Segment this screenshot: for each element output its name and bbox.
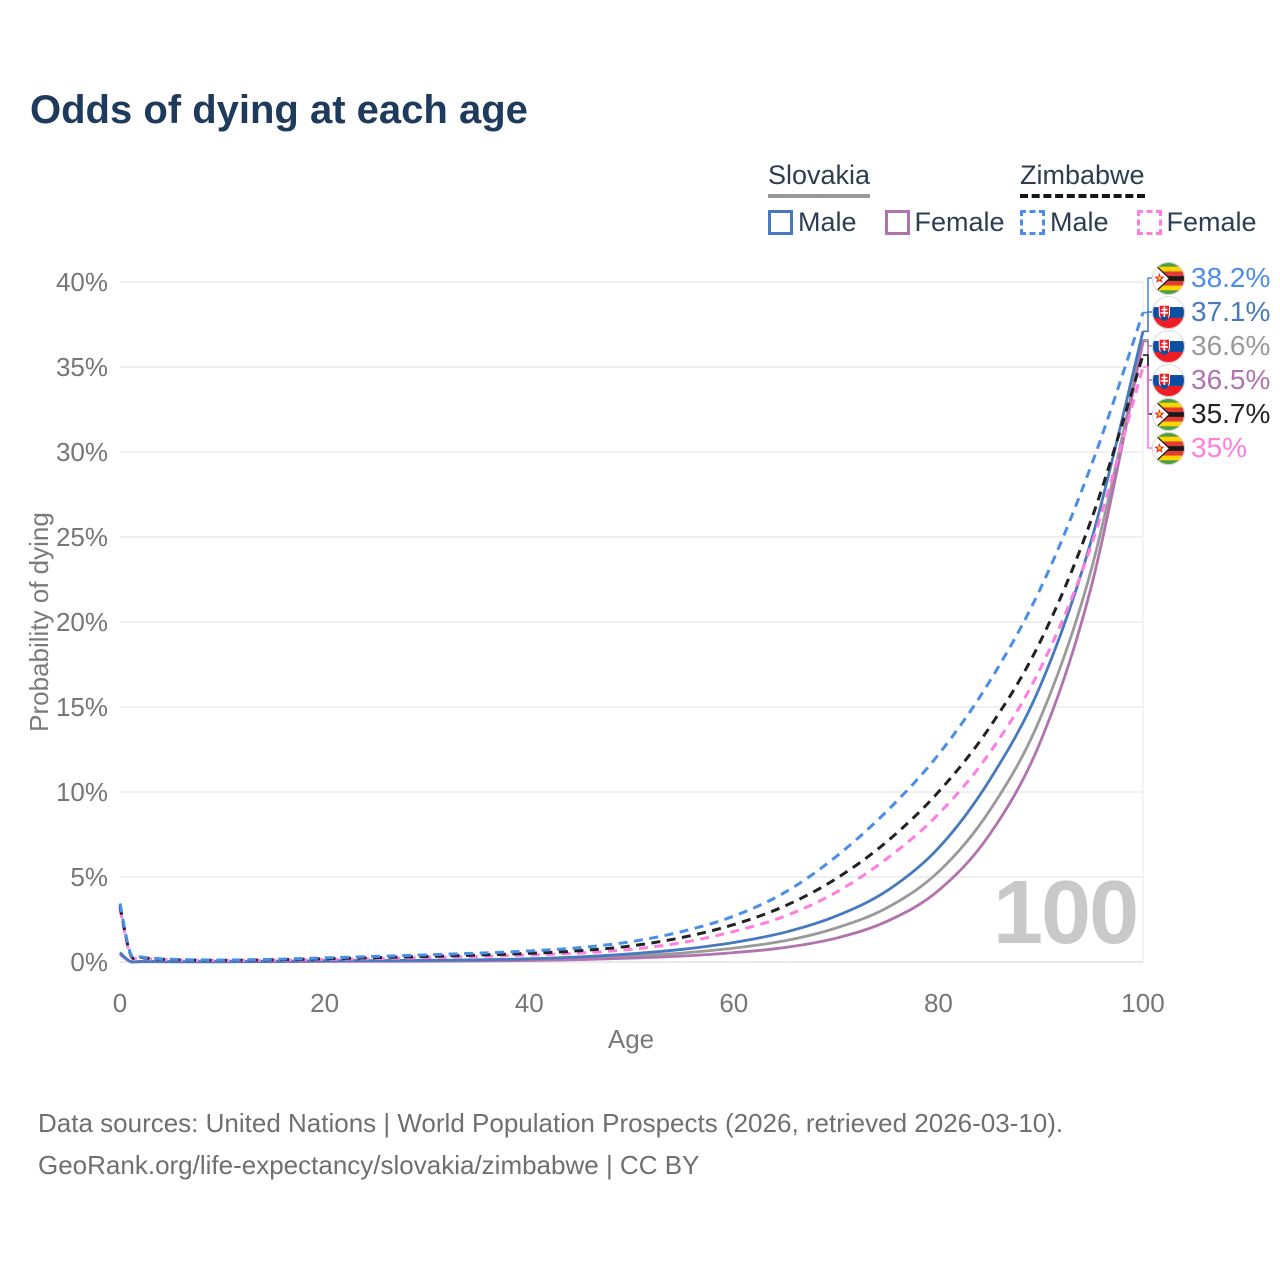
zimbabwe-flag-icon	[1152, 397, 1185, 431]
end-value-slovakia-female: 36.5%	[1191, 364, 1271, 395]
y-tick-label: 5%	[70, 862, 108, 892]
y-tick-label: 35%	[56, 352, 108, 382]
legend-swatch-slovakia-female	[884, 210, 910, 235]
page-title: Odds of dying at each age	[30, 88, 528, 132]
y-tick-label: 20%	[56, 607, 108, 637]
leader-line-slovakia-male	[1143, 311, 1152, 333]
slovakia-flag-icon	[1152, 295, 1185, 329]
leader-line-zimbabwe-male	[1143, 277, 1152, 314]
y-tick-label: 0%	[70, 947, 108, 977]
x-tick-label: 80	[924, 988, 953, 1018]
end-value-slovakia-male: 37.1%	[1191, 296, 1271, 327]
legend-item-slovakia-female[interactable]: Female	[884, 207, 1005, 238]
legend-item-zimbabwe-female[interactable]: Female	[1136, 207, 1257, 238]
legend-row-slovakia: Male Female	[768, 207, 1005, 238]
age-watermark: 100	[993, 863, 1139, 963]
legend-item-slovakia-male[interactable]: Male	[768, 207, 857, 238]
zimbabwe-flag-icon	[1152, 261, 1185, 295]
x-tick-label: 20	[310, 988, 339, 1018]
x-tick-label: 0	[113, 988, 127, 1018]
y-tick-label: 40%	[56, 267, 108, 297]
end-label-zimbabwe-female: 35%	[1152, 431, 1247, 465]
legend-swatch-slovakia-male	[768, 210, 793, 235]
legend-country-zimbabwe: Zimbabwe	[1020, 160, 1145, 198]
end-value-slovakia-total: 36.6%	[1191, 330, 1271, 361]
series-line-zimbabwe-female	[118, 366, 1145, 962]
leader-line-zimbabwe-female	[1143, 366, 1152, 449]
end-label-slovakia-male: 37.1%	[1152, 295, 1270, 329]
slovakia-flag-icon	[1152, 363, 1185, 397]
end-label-zimbabwe-total: 35.7%	[1152, 397, 1270, 431]
data-source-line: Data sources: United Nations | World Pop…	[38, 1108, 1064, 1138]
x-tick-label: 60	[719, 988, 748, 1018]
end-value-zimbabwe-male: 38.2%	[1191, 262, 1271, 293]
end-label-slovakia-female: 36.5%	[1152, 363, 1270, 397]
y-axis-title: Probability of dying	[24, 512, 54, 732]
attribution-line: GeoRank.org/life-expectancy/slovakia/zim…	[38, 1150, 700, 1180]
end-value-zimbabwe-total: 35.7%	[1191, 398, 1271, 429]
legend-item-zimbabwe-male[interactable]: Male	[1020, 207, 1109, 238]
series-line-zimbabwe-male	[118, 312, 1145, 962]
end-value-zimbabwe-female: 35%	[1191, 432, 1248, 463]
series-line-zimbabwe-total	[118, 354, 1145, 962]
zimbabwe-flag-icon	[1152, 431, 1185, 465]
x-tick-label: 100	[1121, 988, 1164, 1018]
y-tick-label: 15%	[56, 692, 108, 722]
x-axis-title: Age	[608, 1024, 654, 1054]
legend-group-zimbabwe: Zimbabwe Male Female	[1020, 160, 1257, 238]
end-label-slovakia-total: 36.6%	[1152, 329, 1270, 363]
series-line-slovakia-total	[119, 339, 1145, 964]
series-line-slovakia-male	[119, 330, 1145, 964]
legend-label-zimbabwe-male: Male	[1050, 207, 1109, 237]
y-tick-label: 30%	[56, 437, 108, 467]
slovakia-flag-icon	[1152, 329, 1185, 363]
legend-row-zimbabwe: Male Female	[1020, 207, 1257, 238]
legend-country-slovakia: Slovakia	[768, 160, 871, 198]
legend-label-slovakia-male: Male	[798, 207, 857, 237]
legend-label-slovakia-female: Female	[914, 207, 1005, 237]
legend-swatch-zimbabwe-female	[1136, 210, 1162, 235]
series-line-slovakia-female	[119, 341, 1145, 964]
y-tick-label: 25%	[56, 522, 108, 552]
legend-swatch-zimbabwe-male	[1020, 210, 1045, 235]
y-tick-label: 10%	[56, 777, 108, 807]
legend-label-zimbabwe-female: Female	[1166, 207, 1257, 237]
x-tick-label: 40	[515, 988, 544, 1018]
legend-group-slovakia: Slovakia Male Female	[768, 160, 1005, 238]
end-label-zimbabwe-male: 38.2%	[1152, 261, 1270, 295]
